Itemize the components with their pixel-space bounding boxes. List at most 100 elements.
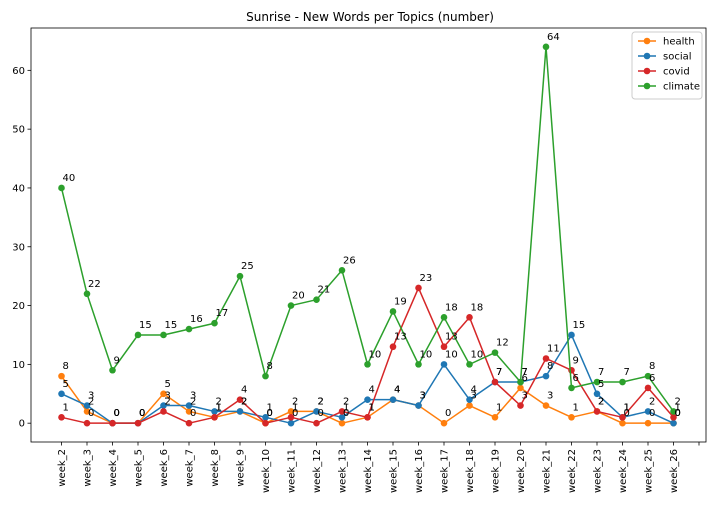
data-point-social (313, 408, 320, 415)
data-label-climate: 10 (420, 349, 433, 360)
data-label-climate: 15 (139, 320, 152, 331)
data-label-social: 8 (547, 361, 553, 372)
data-label-social: 5 (63, 379, 69, 390)
data-label-social: 0 (292, 408, 298, 419)
data-point-climate (517, 378, 524, 386)
legend-swatch-marker (643, 67, 651, 75)
x-tick-label: week_7 (185, 449, 196, 487)
data-label-health: 8 (63, 361, 69, 372)
x-tick-label: week_22 (567, 449, 578, 493)
data-point-covid (236, 396, 244, 403)
data-point-health (338, 419, 346, 427)
data-label-climate: 17 (216, 308, 229, 319)
y-tick-label: 60 (12, 66, 25, 77)
data-label-health: 3 (471, 391, 477, 402)
data-point-social (58, 390, 65, 398)
data-label-social: 10 (445, 349, 458, 360)
data-label-covid: 0 (114, 408, 120, 419)
data-label-covid: 3 (522, 391, 528, 402)
series-covid (58, 284, 677, 427)
data-point-health (440, 419, 448, 427)
x-tick-label: week_17 (440, 449, 451, 493)
data-point-health (160, 390, 167, 398)
x-tick-label: week_8 (210, 449, 221, 487)
data-point-climate (287, 302, 295, 309)
data-point-covid (262, 419, 269, 427)
data-label-climate: 21 (318, 285, 331, 296)
data-label-covid: 9 (573, 355, 579, 366)
data-point-covid (185, 419, 193, 427)
data-point-covid (313, 419, 320, 427)
x-tick-label: week_24 (618, 449, 629, 493)
x-tick-label: week_19 (491, 449, 502, 493)
y-tick-label: 0 (19, 419, 25, 430)
data-label-climate: 7 (624, 367, 630, 378)
legend-item-health: health (638, 37, 695, 48)
data-label-covid: 18 (471, 302, 484, 313)
data-point-covid (491, 378, 499, 386)
legend-item-covid: covid (638, 67, 690, 78)
data-point-health (644, 419, 652, 427)
x-tick-label: week_6 (159, 449, 170, 487)
data-label-health: 3 (547, 391, 553, 402)
data-label-health: 2 (598, 396, 604, 407)
data-point-health (568, 414, 575, 421)
data-point-covid (619, 414, 626, 421)
data-point-social (440, 361, 448, 368)
data-label-social: 3 (190, 391, 196, 402)
data-point-health (83, 408, 91, 415)
x-tick-label: week_5 (134, 449, 145, 487)
x-tick-label: week_21 (542, 449, 553, 493)
data-label-covid: 13 (445, 332, 458, 343)
data-label-social: 4 (471, 385, 477, 396)
x-tick-label: week_9 (236, 449, 247, 487)
data-label-covid: 1 (63, 402, 69, 413)
data-label-health: 0 (343, 408, 349, 419)
data-label-climate: 25 (241, 261, 254, 272)
data-label-health: 2 (292, 396, 298, 407)
data-label-covid: 2 (343, 396, 349, 407)
data-label-health: 4 (394, 385, 400, 396)
data-point-social (568, 331, 575, 339)
x-tick-label: week_13 (338, 449, 349, 493)
legend-label: health (663, 37, 695, 48)
data-label-health: 2 (88, 396, 94, 407)
data-label-covid: 0 (88, 408, 94, 419)
data-label-social: 4 (394, 385, 400, 396)
data-point-social (542, 372, 550, 380)
data-label-covid: 0 (318, 408, 324, 419)
legend-label: covid (663, 67, 690, 78)
legend-item-climate: climate (638, 82, 700, 93)
data-label-health: 1 (369, 402, 375, 413)
data-label-social: 3 (420, 391, 426, 402)
data-label-climate: 22 (88, 279, 101, 290)
y-tick-label: 10 (12, 360, 25, 371)
data-label-health: 1 (496, 402, 502, 413)
data-point-health (517, 384, 524, 392)
data-label-covid: 2 (598, 396, 604, 407)
data-point-covid (466, 314, 473, 321)
data-point-climate (491, 349, 499, 356)
data-label-health: 0 (139, 408, 145, 419)
data-label-climate: 20 (292, 291, 305, 302)
data-label-social: 1 (624, 402, 630, 413)
data-label-social: 7 (496, 367, 502, 378)
data-label-social: 0 (139, 408, 145, 419)
legend-swatch-marker (643, 37, 651, 45)
data-point-social (287, 419, 295, 427)
data-point-social (338, 414, 346, 421)
data-label-social: 7 (522, 367, 528, 378)
data-point-covid (593, 408, 601, 415)
data-label-health: 0 (675, 408, 681, 419)
data-label-health: 2 (318, 396, 324, 407)
legend-swatch-marker (643, 82, 651, 90)
x-tick-label: week_23 (593, 449, 604, 493)
data-point-social (593, 390, 601, 398)
data-point-covid (83, 419, 91, 427)
data-label-health: 0 (649, 408, 655, 419)
data-label-social: 1 (267, 402, 273, 413)
data-point-covid (109, 419, 116, 427)
data-point-health (466, 402, 473, 409)
